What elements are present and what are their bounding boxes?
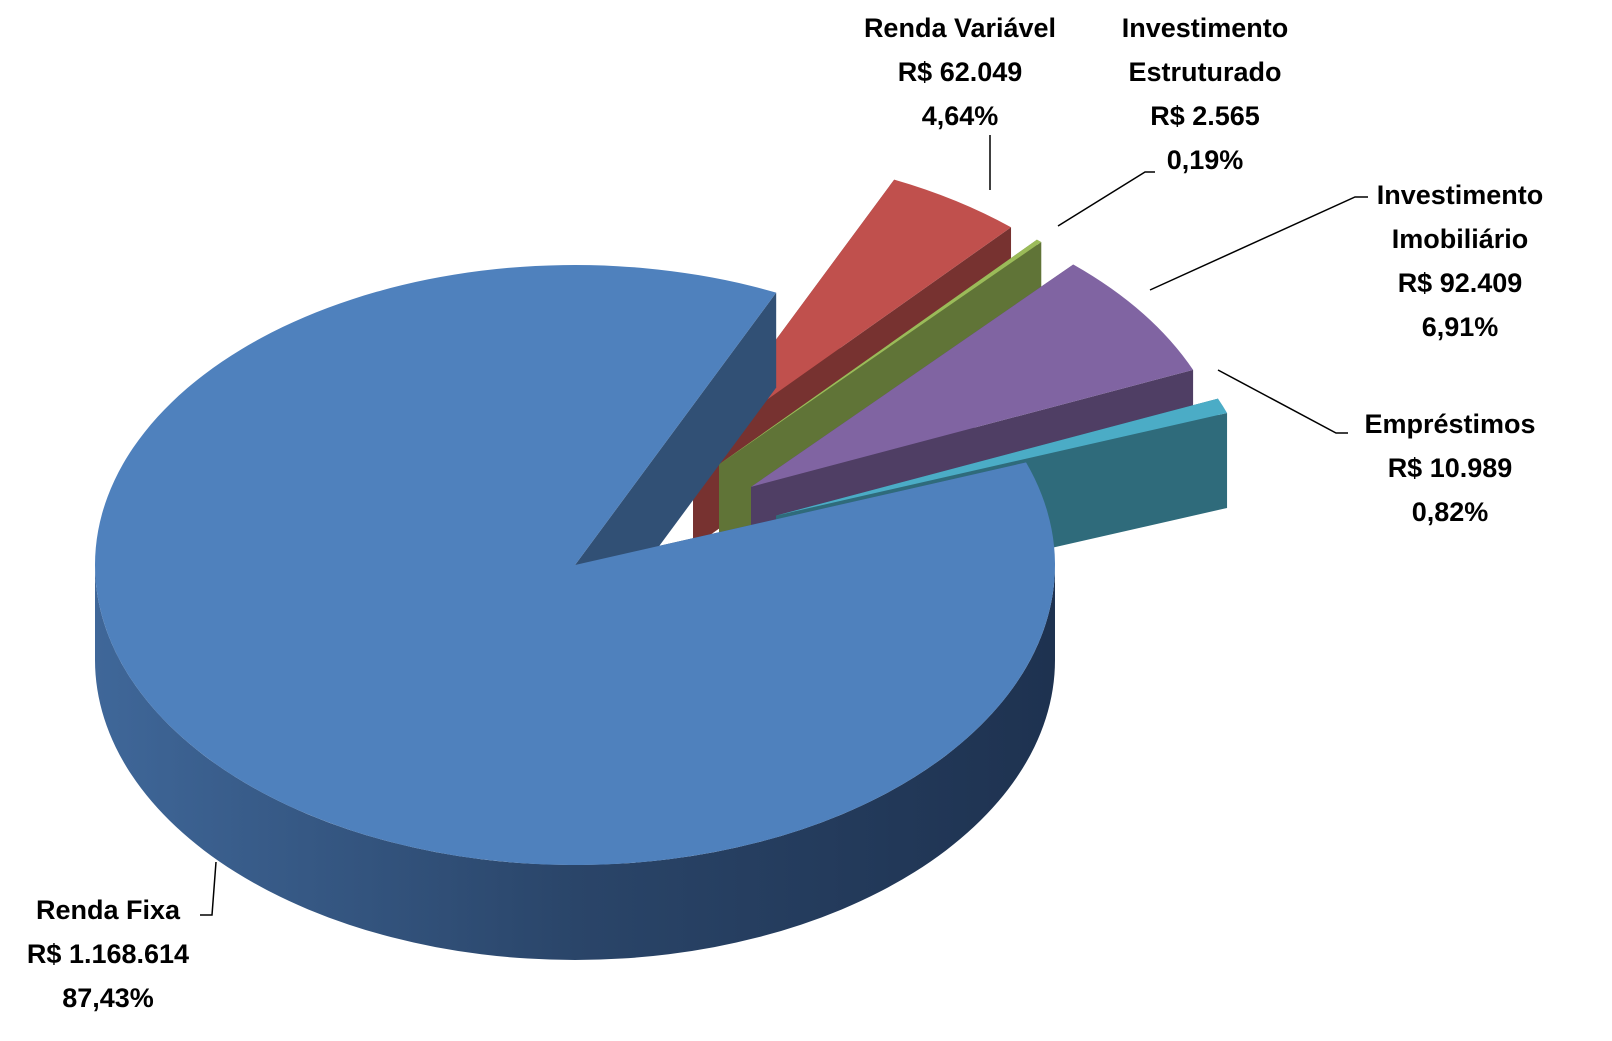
- data-label: Empréstimos R$ 10.989 0,82%: [1330, 402, 1570, 534]
- label-amount: R$ 1.168.614: [26, 939, 190, 969]
- data-label: Investimento Imobiliário R$ 92.409 6,91%: [1350, 173, 1570, 349]
- data-label: Renda Fixa R$ 1.168.614 87,43%: [0, 888, 218, 1020]
- slice: [776, 398, 1228, 516]
- label-amount: R$ 92.409: [1397, 268, 1523, 298]
- slice: [95, 265, 1055, 866]
- label-percent: 0,82%: [1411, 497, 1489, 527]
- label-name: Renda Variável: [863, 13, 1057, 43]
- leader-line: [200, 861, 217, 916]
- slice: [751, 264, 1194, 487]
- label-name: Investimento Imobiliário: [1376, 180, 1544, 254]
- label-amount: R$ 10.989: [1387, 453, 1513, 483]
- leader-line: [1217, 369, 1348, 434]
- label-name: Renda Fixa: [35, 895, 181, 925]
- label-percent: 6,91%: [1421, 312, 1499, 342]
- data-label: Renda Variável R$ 62.049 4,64%: [830, 6, 1090, 138]
- label-amount: R$ 62.049: [897, 57, 1023, 87]
- label-percent: 0,19%: [1166, 145, 1244, 175]
- label-name: Investimento Estruturado: [1121, 13, 1289, 87]
- label-name: Empréstimos: [1364, 409, 1536, 439]
- leader-line: [1149, 196, 1368, 291]
- slice: [719, 239, 1042, 465]
- label-percent: 4,64%: [921, 101, 999, 131]
- leader-line: [1057, 171, 1155, 227]
- data-label: Investimento Estruturado R$ 2.565 0,19%: [1095, 6, 1315, 182]
- label-amount: R$ 2.565: [1150, 101, 1260, 131]
- slice-side: [95, 565, 1055, 960]
- label-percent: 87,43%: [62, 983, 154, 1013]
